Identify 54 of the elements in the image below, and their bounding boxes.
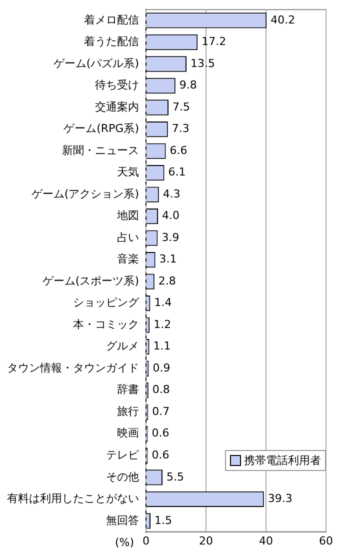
y-tick-label: 本・コミック: [73, 318, 139, 331]
data-label: 4.3: [162, 187, 180, 200]
data-label: 1.5: [154, 514, 172, 527]
data-label: 0.6: [152, 426, 170, 440]
data-label: 1.2: [154, 318, 172, 331]
y-tick-label: 地図: [116, 209, 139, 222]
data-label: 40.2: [270, 13, 296, 26]
y-tick-label: ゲーム(アクション系): [31, 187, 139, 200]
data-label: 6.6: [170, 144, 188, 157]
data-label: 3.9: [162, 230, 180, 244]
y-tick-label: 音楽: [117, 252, 139, 266]
data-label: 3.1: [159, 252, 177, 266]
y-tick-label: その他: [106, 470, 139, 484]
legend-label: 携帯電話利用者: [244, 453, 321, 468]
data-label: 4.0: [162, 209, 180, 222]
y-tick-label: 交通案内: [95, 100, 139, 114]
data-label: 6.1: [168, 166, 186, 179]
data-label: 0.8: [152, 383, 170, 396]
data-label: 0.6: [152, 448, 170, 462]
y-tick-label: タウン情報・タウンガイド: [7, 361, 139, 374]
y-tick-label: 無回答: [106, 514, 139, 527]
data-label: 7.5: [172, 100, 190, 114]
y-tick-label: ゲーム(パズル系): [53, 56, 139, 70]
y-tick-label: 映画: [117, 426, 139, 440]
data-label: 5.5: [166, 470, 184, 484]
y-tick-label: 新聞・ニュース: [62, 144, 139, 157]
x-axis-title: (%): [114, 536, 134, 550]
data-label: 39.3: [268, 492, 292, 506]
y-tick-label: テレビ: [106, 448, 140, 462]
y-tick-label: 待ち受け: [95, 78, 139, 92]
y-tick-label: 旅行: [117, 404, 139, 418]
y-tick-label: 辞書: [117, 383, 139, 396]
data-label: 13.5: [190, 56, 215, 70]
y-tick-label: ゲーム(スポーツ系): [42, 274, 139, 288]
data-label: 0.7: [152, 404, 170, 418]
x-tick-label: 60: [319, 534, 333, 548]
x-tick-label: 40: [259, 534, 273, 548]
y-tick-label: 着メロ配信: [84, 13, 139, 26]
data-label: 17.2: [202, 35, 226, 48]
x-tick-label: 20: [199, 534, 213, 548]
y-tick-label: ショッピング: [73, 296, 140, 310]
y-tick-label: 天気: [117, 166, 139, 179]
y-tick-label: 有料は利用したことがない: [7, 492, 139, 506]
data-label: 1.1: [153, 340, 171, 353]
data-label: 2.8: [158, 274, 176, 288]
data-label: 7.3: [172, 122, 190, 136]
y-tick-label: 着うた配信: [84, 35, 139, 48]
data-label: 1.4: [154, 296, 172, 310]
y-tick-label: 占い: [117, 230, 139, 244]
x-tick-label: 0: [142, 534, 150, 548]
data-label: 9.8: [179, 78, 197, 92]
y-tick-label: ゲーム(RPG系): [64, 122, 139, 136]
y-tick-label: グルメ: [106, 340, 139, 353]
data-label: 0.9: [152, 361, 170, 374]
